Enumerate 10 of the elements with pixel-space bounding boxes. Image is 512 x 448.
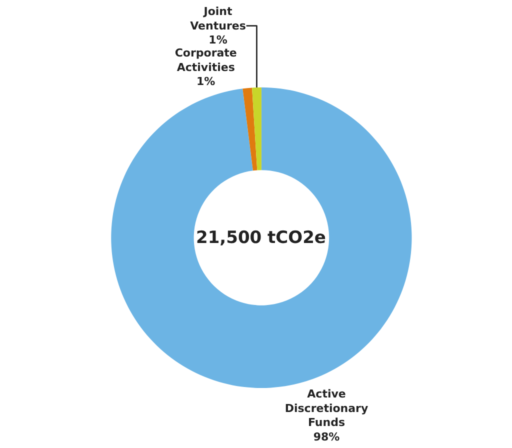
donut-slice <box>242 88 258 171</box>
data-label: 98% <box>313 430 340 444</box>
donut-slice <box>252 87 262 170</box>
data-label: 1% <box>208 34 228 47</box>
slice-label: Joint Ventures <box>190 5 246 32</box>
data-label: 1% <box>196 75 216 88</box>
slice-label: Corporate Activities <box>174 46 237 74</box>
text: 21,500 tCO2e <box>196 228 326 248</box>
donut-slice <box>111 87 412 388</box>
slice-label: Active Discretionary Funds <box>284 388 368 430</box>
